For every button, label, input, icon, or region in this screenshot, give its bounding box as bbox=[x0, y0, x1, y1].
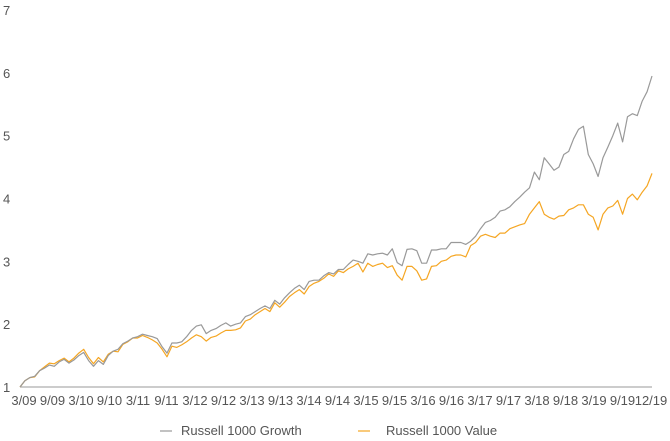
legend-label-value: Russell 1000 Value bbox=[386, 423, 497, 438]
x-tick-label: 9/14 bbox=[325, 393, 350, 408]
x-tick-label: 9/17 bbox=[496, 393, 521, 408]
x-tick-label: 3/16 bbox=[410, 393, 435, 408]
x-tick-label: 9/10 bbox=[97, 393, 122, 408]
legend: Russell 1000 Growth Russell 1000 Value bbox=[160, 423, 497, 438]
series-line-growth bbox=[19, 75, 653, 388]
x-tick-label: 9/19 bbox=[610, 393, 635, 408]
x-tick-label: 3/13 bbox=[239, 393, 264, 408]
y-tick-label: 1 bbox=[3, 380, 10, 395]
x-tick-label: 9/16 bbox=[439, 393, 464, 408]
y-tick-label: 6 bbox=[3, 66, 10, 81]
y-axis-tick-labels: 1 2 3 4 5 6 7 bbox=[3, 3, 10, 395]
x-tick-label: 9/18 bbox=[553, 393, 578, 408]
series-line-value bbox=[19, 173, 653, 388]
x-tick-label: 3/17 bbox=[467, 393, 492, 408]
x-tick-label: 9/09 bbox=[40, 393, 65, 408]
x-tick-label: 3/18 bbox=[524, 393, 549, 408]
legend-label-growth: Russell 1000 Growth bbox=[181, 423, 302, 438]
y-tick-label: 4 bbox=[3, 192, 10, 207]
x-tick-label: 9/12 bbox=[211, 393, 236, 408]
legend-item-growth: Russell 1000 Growth bbox=[160, 423, 302, 438]
x-tick-label: 3/15 bbox=[353, 393, 378, 408]
y-tick-label: 3 bbox=[3, 254, 10, 269]
series-lines bbox=[19, 75, 653, 388]
y-tick-label: 5 bbox=[3, 129, 10, 144]
x-tick-label: 3/12 bbox=[182, 393, 207, 408]
x-tick-label: 9/11 bbox=[154, 393, 178, 408]
x-tick-label: 9/13 bbox=[268, 393, 293, 408]
x-tick-label: 3/11 bbox=[126, 393, 150, 408]
x-tick-label: 12/19 bbox=[635, 393, 668, 408]
x-tick-label: 3/09 bbox=[11, 393, 36, 408]
x-tick-label: 3/14 bbox=[296, 393, 321, 408]
x-tick-label: 3/10 bbox=[68, 393, 93, 408]
x-tick-label: 9/15 bbox=[382, 393, 407, 408]
y-tick-label: 7 bbox=[3, 3, 10, 18]
x-tick-label: 3/19 bbox=[581, 393, 606, 408]
x-axis-tick-labels: 3/09 9/09 3/10 9/10 3/11 9/11 3/12 9/12 3/13 9/13… bbox=[11, 393, 667, 408]
y-tick-label: 2 bbox=[3, 317, 10, 332]
legend-item-value: Russell 1000 Value bbox=[358, 423, 497, 438]
